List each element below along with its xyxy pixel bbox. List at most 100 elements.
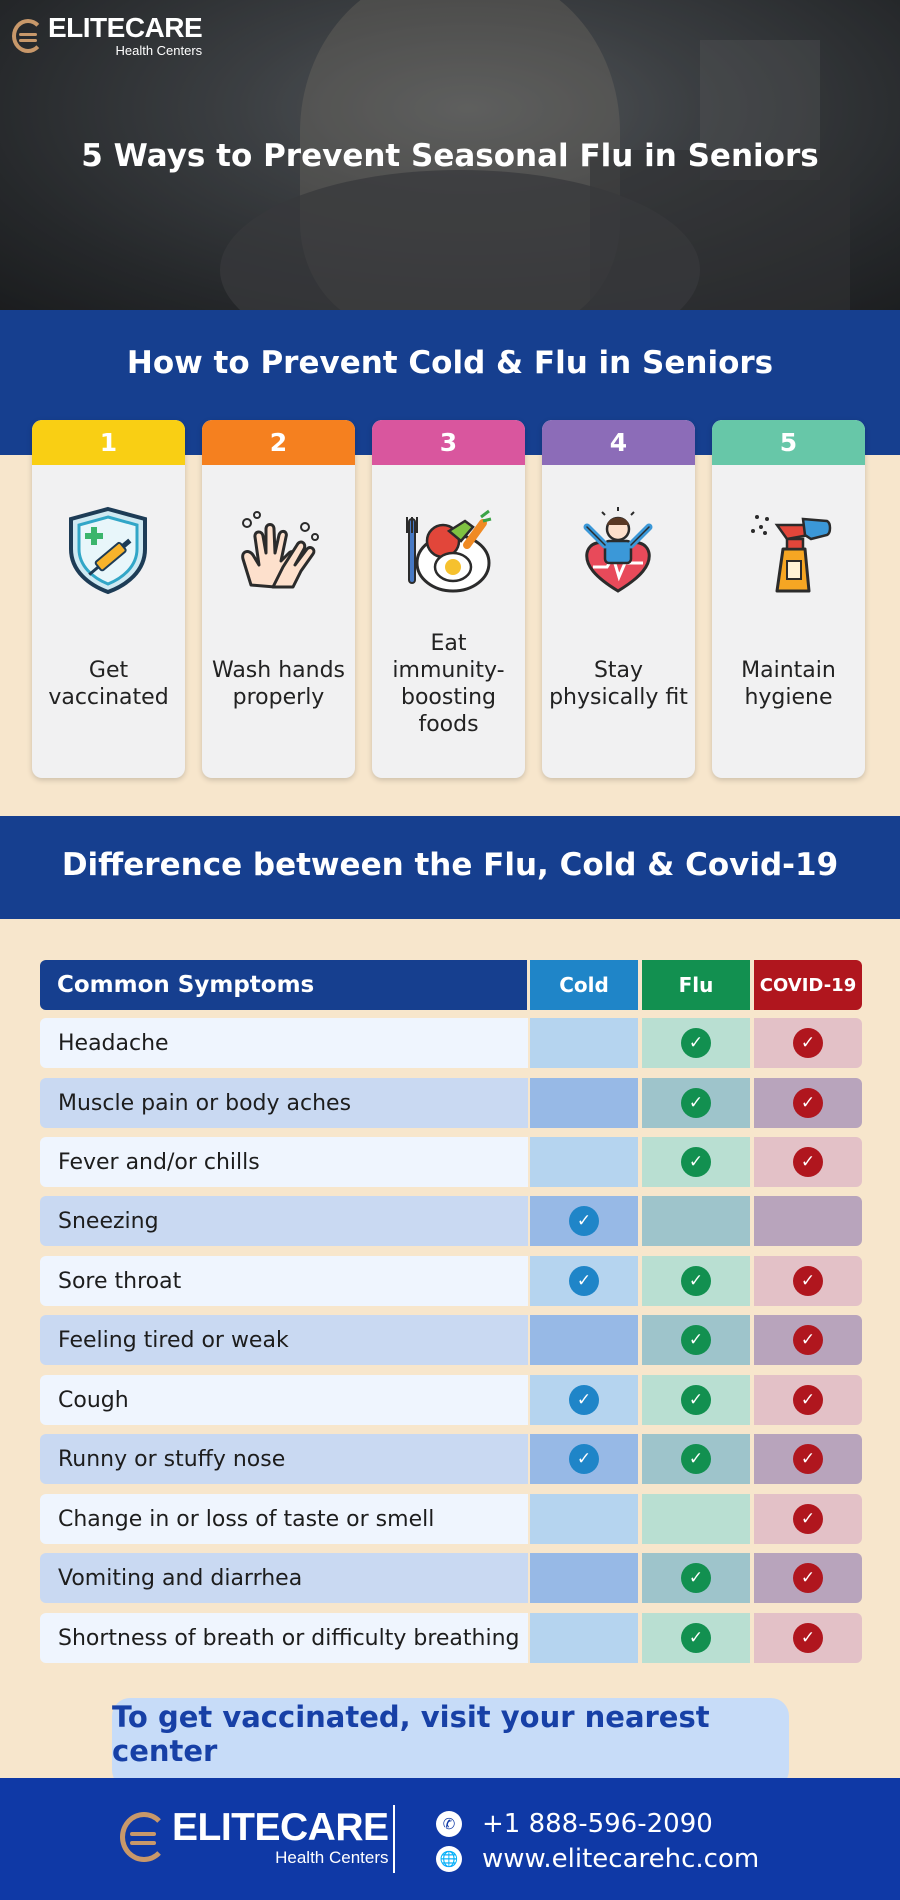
header-cold: Cold <box>530 960 638 1010</box>
cell-cold <box>530 1315 638 1365</box>
cell-flu: ✓ <box>642 1137 750 1187</box>
check-icon: ✓ <box>681 1028 711 1058</box>
card-label: Stay physically fit <box>549 658 688 710</box>
prevention-card: 3 Eat immunity-boosting foods <box>372 420 525 778</box>
globe-icon: 🌐 <box>436 1846 462 1872</box>
footer-brand-name: ELITECARE <box>172 1806 389 1849</box>
hero-banner: ELITECARE Health Centers 5 Ways to Preve… <box>0 0 900 310</box>
hero-overlay <box>0 0 900 310</box>
footer-logo-icon <box>120 1812 168 1862</box>
check-icon: ✓ <box>681 1563 711 1593</box>
check-icon: ✓ <box>681 1088 711 1118</box>
cell-flu: ✓ <box>642 1315 750 1365</box>
check-icon: ✓ <box>793 1504 823 1534</box>
cell-flu: ✓ <box>642 1375 750 1425</box>
cell-covid: ✓ <box>754 1078 862 1128</box>
cell-covid <box>754 1196 862 1246</box>
cell-covid: ✓ <box>754 1375 862 1425</box>
prevention-card: 2 Wash hands properly <box>202 420 355 778</box>
check-icon: ✓ <box>793 1385 823 1415</box>
check-icon: ✓ <box>681 1325 711 1355</box>
card-label: Get vaccinated <box>48 658 169 710</box>
cell-covid: ✓ <box>754 1494 862 1544</box>
cell-covid: ✓ <box>754 1137 862 1187</box>
header-symptoms-label: Common Symptoms <box>57 972 315 998</box>
footer-website[interactable]: 🌐 www.elitecarehc.com <box>436 1844 759 1874</box>
cell-cold: ✓ <box>530 1375 638 1425</box>
cell-flu: ✓ <box>642 1553 750 1603</box>
header-covid-label: COVID-19 <box>759 974 857 996</box>
cell-cold: ✓ <box>530 1196 638 1246</box>
cell-cold <box>530 1553 638 1603</box>
symptom-label: Muscle pain or body aches <box>40 1078 528 1128</box>
footer-website-text: www.elitecarehc.com <box>482 1844 760 1874</box>
symptom-label: Vomiting and diarrhea <box>40 1553 528 1603</box>
symptom-label: Headache <box>40 1018 528 1068</box>
cell-flu: ✓ <box>642 1613 750 1663</box>
cta-banner[interactable]: To get vaccinated, visit your nearest ce… <box>112 1698 789 1788</box>
check-icon: ✓ <box>569 1266 599 1296</box>
cell-cold <box>530 1137 638 1187</box>
header-covid: COVID-19 <box>754 960 862 1010</box>
header-flu: Flu <box>642 960 750 1010</box>
cell-cold <box>530 1018 638 1068</box>
check-icon: ✓ <box>681 1623 711 1653</box>
check-icon: ✓ <box>793 1266 823 1296</box>
symptom-label: Runny or stuffy nose <box>40 1434 528 1484</box>
check-icon: ✓ <box>681 1147 711 1177</box>
prevention-card: 5 Maintain hygiene <box>712 420 865 778</box>
shield-syringe-icon <box>63 505 153 595</box>
footer-phone-text: +1 888-596-2090 <box>482 1809 713 1839</box>
card-number: 3 <box>372 420 525 465</box>
check-icon: ✓ <box>793 1623 823 1653</box>
check-icon: ✓ <box>569 1385 599 1415</box>
page-title: 5 Ways to Prevent Seasonal Flu in Senior… <box>81 138 819 174</box>
prevention-card: 1 Get vaccinated <box>32 420 185 778</box>
brand-name: ELITECARE <box>48 12 203 43</box>
header-symptoms: Common Symptoms <box>40 960 527 1010</box>
cta-text: To get vaccinated, visit your nearest ce… <box>112 1700 710 1768</box>
check-icon: ✓ <box>793 1563 823 1593</box>
cell-covid: ✓ <box>754 1315 862 1365</box>
healthy-food-icon <box>403 505 493 595</box>
card-number: 4 <box>542 420 695 465</box>
symptom-label: Sore throat <box>40 1256 528 1306</box>
check-icon: ✓ <box>681 1444 711 1474</box>
footer-logo[interactable]: ELITECARE Health Centers <box>120 1808 389 1866</box>
check-icon: ✓ <box>793 1088 823 1118</box>
cell-flu <box>642 1196 750 1246</box>
spray-bottle-icon <box>743 505 833 595</box>
card-label: Maintain hygiene <box>741 658 836 710</box>
footer-phone[interactable]: ✆ +1 888-596-2090 <box>436 1809 713 1839</box>
check-icon: ✓ <box>681 1385 711 1415</box>
cell-cold <box>530 1613 638 1663</box>
card-number: 2 <box>202 420 355 465</box>
fitness-heart-icon <box>573 505 663 595</box>
check-icon: ✓ <box>569 1206 599 1236</box>
brand-subtitle: Health Centers <box>115 43 203 58</box>
phone-icon: ✆ <box>436 1811 462 1837</box>
check-icon: ✓ <box>569 1444 599 1474</box>
check-icon: ✓ <box>793 1028 823 1058</box>
brand-logo[interactable]: ELITECARE Health Centers <box>12 12 203 58</box>
card-number: 5 <box>712 420 865 465</box>
check-icon: ✓ <box>793 1444 823 1474</box>
comparison-section-title: Difference between the Flu, Cold & Covid… <box>61 847 839 883</box>
footer: ELITECARE Health Centers ✆ +1 888-596-20… <box>0 1778 900 1900</box>
card-label: Wash hands properly <box>211 658 346 710</box>
cell-covid: ✓ <box>754 1018 862 1068</box>
cell-covid: ✓ <box>754 1256 862 1306</box>
cell-flu: ✓ <box>642 1078 750 1128</box>
cell-cold <box>530 1078 638 1128</box>
cell-covid: ✓ <box>754 1553 862 1603</box>
comparison-section-band <box>0 816 900 919</box>
symptom-label: Cough <box>40 1375 528 1425</box>
card-number: 1 <box>32 420 185 465</box>
symptom-label: Fever and/or chills <box>40 1137 528 1187</box>
cell-covid: ✓ <box>754 1434 862 1484</box>
cell-covid: ✓ <box>754 1613 862 1663</box>
cell-flu: ✓ <box>642 1256 750 1306</box>
symptom-label: Sneezing <box>40 1196 528 1246</box>
header-flu-label: Flu <box>678 973 714 997</box>
check-icon: ✓ <box>793 1147 823 1177</box>
